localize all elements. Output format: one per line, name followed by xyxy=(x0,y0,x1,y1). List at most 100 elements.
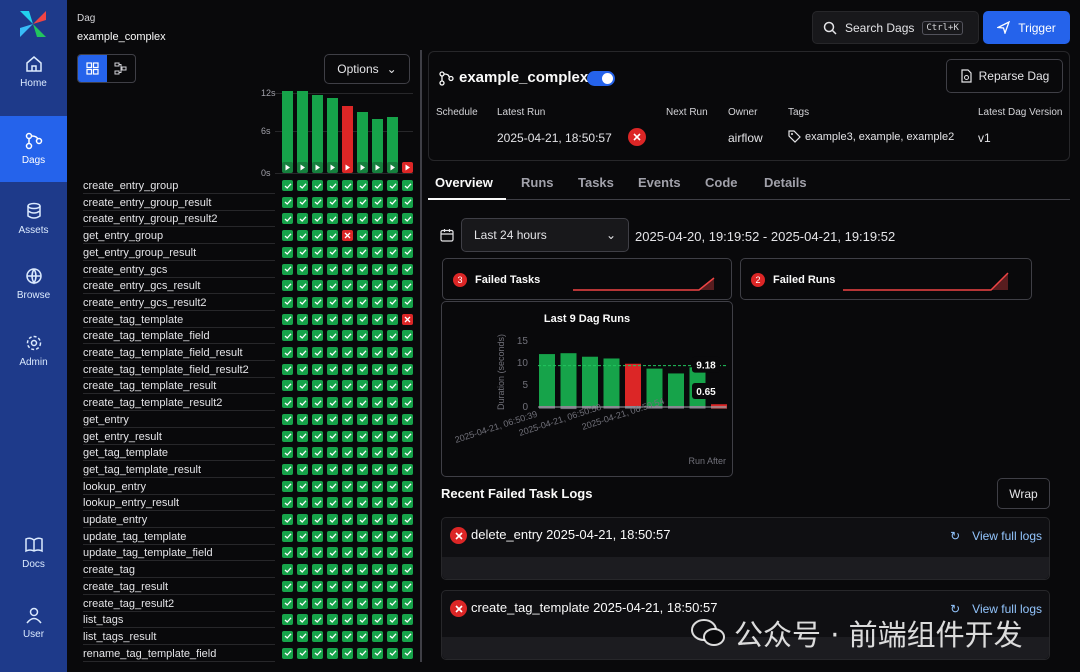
task-instance-cell[interactable] xyxy=(297,196,308,208)
sidebar-item-dags[interactable]: Dags xyxy=(0,116,67,182)
task-instance-cell[interactable] xyxy=(282,430,293,442)
task-instance-cell[interactable] xyxy=(342,397,353,409)
task-instance-cell[interactable] xyxy=(402,180,413,191)
task-instance-cell[interactable] xyxy=(327,296,338,308)
task-instance-cell[interactable] xyxy=(312,580,323,592)
graph-view-button[interactable] xyxy=(107,55,136,82)
task-name[interactable]: create_entry_gcs xyxy=(83,262,275,278)
task-instance-cell[interactable] xyxy=(342,213,353,225)
task-instance-cell[interactable] xyxy=(312,497,323,509)
task-instance-cell[interactable] xyxy=(297,347,308,358)
task-instance-cell[interactable] xyxy=(387,580,398,592)
dag-pause-toggle[interactable] xyxy=(587,71,615,86)
task-instance-cell[interactable] xyxy=(282,213,293,225)
task-instance-cell[interactable] xyxy=(327,463,338,475)
task-instance-cell[interactable] xyxy=(297,597,308,609)
task-instance-cell[interactable] xyxy=(282,480,293,492)
task-name[interactable]: create_tag_template_field_result xyxy=(83,345,275,361)
task-instance-cell[interactable] xyxy=(312,614,323,626)
task-instance-cell[interactable] xyxy=(357,213,368,225)
task-name[interactable]: get_entry_group xyxy=(83,228,275,245)
task-name[interactable]: update_tag_template_field xyxy=(83,545,275,562)
task-instance-cell[interactable] xyxy=(312,246,323,258)
task-instance-cell[interactable] xyxy=(387,213,398,225)
task-instance-cell[interactable] xyxy=(372,530,383,542)
task-instance-cell[interactable] xyxy=(357,597,368,609)
sidebar-item-docs[interactable]: Docs xyxy=(0,520,67,586)
task-instance-cell[interactable] xyxy=(312,413,323,425)
run-state-marker[interactable] xyxy=(357,162,368,173)
task-instance-cell[interactable] xyxy=(357,263,368,275)
task-instance-cell[interactable] xyxy=(372,263,383,275)
task-instance-cell[interactable] xyxy=(342,647,353,659)
task-instance-cell[interactable] xyxy=(402,480,413,492)
task-instance-cell[interactable] xyxy=(297,230,308,242)
task-instance-cell[interactable] xyxy=(297,313,308,325)
task-instance-cell[interactable] xyxy=(297,497,308,509)
task-name[interactable]: get_tag_template xyxy=(83,445,275,462)
panel-resize-handle[interactable] xyxy=(420,50,422,662)
task-instance-cell[interactable] xyxy=(327,497,338,509)
task-instance-cell[interactable] xyxy=(402,280,413,292)
task-instance-cell[interactable] xyxy=(387,363,398,375)
task-instance-cell[interactable] xyxy=(387,597,398,609)
task-instance-cell[interactable] xyxy=(402,580,413,592)
task-instance-cell[interactable] xyxy=(357,647,368,659)
task-instance-cell[interactable] xyxy=(387,230,398,242)
task-instance-cell[interactable] xyxy=(357,230,368,242)
task-instance-cell[interactable] xyxy=(282,463,293,475)
failed-log-title[interactable]: create_tag_template 2025-04-21, 18:50:57 xyxy=(471,600,718,615)
task-instance-cell[interactable] xyxy=(342,597,353,609)
task-instance-cell[interactable] xyxy=(327,196,338,208)
task-instance-cell[interactable] xyxy=(327,313,338,325)
task-instance-cell[interactable] xyxy=(372,347,383,358)
task-instance-cell[interactable] xyxy=(342,580,353,592)
task-instance-cell[interactable] xyxy=(312,480,323,492)
task-instance-cell[interactable] xyxy=(282,246,293,258)
task-instance-cell[interactable] xyxy=(357,580,368,592)
task-instance-cell[interactable] xyxy=(387,246,398,258)
run-duration-bar[interactable] xyxy=(282,91,293,170)
task-instance-cell[interactable] xyxy=(297,530,308,542)
task-instance-cell[interactable] xyxy=(342,180,353,191)
task-name[interactable]: create_tag xyxy=(83,562,275,579)
task-instance-cell[interactable] xyxy=(387,514,398,525)
tab-events[interactable]: Events xyxy=(638,175,681,190)
task-instance-cell[interactable] xyxy=(327,630,338,642)
task-instance-cell[interactable] xyxy=(402,614,413,626)
task-instance-cell[interactable] xyxy=(282,280,293,292)
task-instance-cell[interactable] xyxy=(372,514,383,525)
task-instance-cell[interactable] xyxy=(342,330,353,342)
tab-details[interactable]: Details xyxy=(764,175,807,190)
task-instance-cell[interactable] xyxy=(282,330,293,342)
task-instance-cell[interactable] xyxy=(297,564,308,576)
task-instance-cell[interactable] xyxy=(327,263,338,275)
airflow-logo[interactable] xyxy=(17,8,49,40)
task-name[interactable]: create_tag_template_field_result2 xyxy=(83,362,275,378)
task-instance-cell[interactable] xyxy=(372,597,383,609)
task-instance-cell[interactable] xyxy=(387,630,398,642)
task-instance-cell[interactable] xyxy=(312,630,323,642)
task-name[interactable]: lookup_entry_result xyxy=(83,495,275,512)
task-instance-cell[interactable] xyxy=(312,514,323,525)
task-instance-cell[interactable] xyxy=(297,246,308,258)
task-instance-cell[interactable] xyxy=(402,547,413,559)
task-instance-cell[interactable] xyxy=(312,463,323,475)
task-instance-cell[interactable] xyxy=(387,280,398,292)
task-instance-cell[interactable] xyxy=(402,497,413,509)
task-instance-cell[interactable] xyxy=(327,330,338,342)
task-instance-cell[interactable] xyxy=(297,463,308,475)
task-instance-cell[interactable] xyxy=(387,497,398,509)
task-instance-cell[interactable] xyxy=(312,196,323,208)
task-instance-cell[interactable] xyxy=(387,413,398,425)
task-instance-cell[interactable] xyxy=(282,447,293,459)
task-instance-cell[interactable] xyxy=(387,330,398,342)
task-instance-cell[interactable] xyxy=(327,564,338,576)
task-instance-cell[interactable] xyxy=(372,246,383,258)
task-name[interactable]: create_entry_gcs_result xyxy=(83,278,275,295)
task-instance-cell[interactable] xyxy=(402,463,413,475)
task-name[interactable]: get_entry_result xyxy=(83,429,275,445)
task-instance-cell[interactable] xyxy=(357,514,368,525)
task-instance-cell[interactable] xyxy=(297,280,308,292)
run-state-marker[interactable] xyxy=(402,162,413,173)
